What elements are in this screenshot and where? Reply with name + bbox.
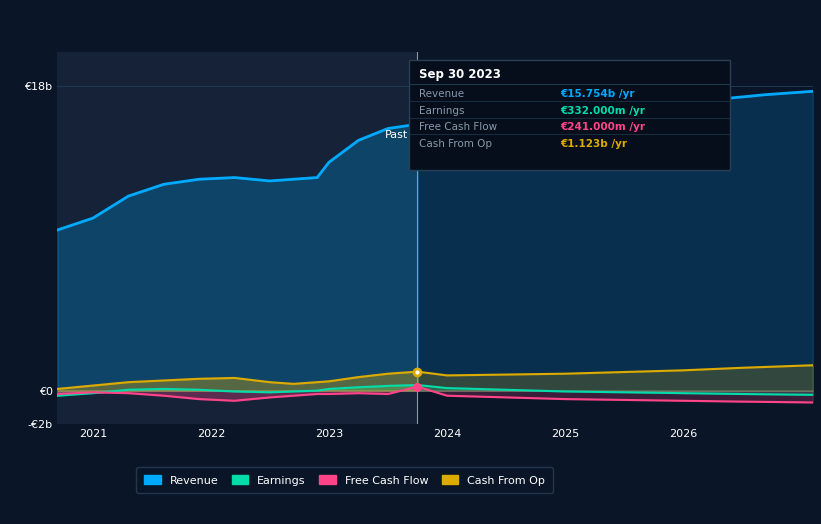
Text: Cash From Op: Cash From Op: [419, 139, 492, 149]
Text: Sep 30 2023: Sep 30 2023: [419, 68, 500, 81]
Text: Earnings: Earnings: [419, 106, 464, 116]
Text: Revenue: Revenue: [419, 89, 464, 99]
Text: €332.000m /yr: €332.000m /yr: [561, 106, 645, 116]
Text: €15.754b /yr: €15.754b /yr: [561, 89, 635, 99]
Text: Free Cash Flow: Free Cash Flow: [419, 122, 497, 133]
Bar: [57, 52, 417, 424]
Text: €1.123b /yr: €1.123b /yr: [561, 139, 627, 149]
Legend: Revenue, Earnings, Free Cash Flow, Cash From Op: Revenue, Earnings, Free Cash Flow, Cash …: [136, 467, 553, 493]
Text: Past: Past: [385, 130, 408, 140]
FancyBboxPatch shape: [410, 60, 731, 170]
Text: Analysts Forecasts: Analysts Forecasts: [432, 130, 535, 140]
Text: €241.000m /yr: €241.000m /yr: [561, 122, 645, 133]
